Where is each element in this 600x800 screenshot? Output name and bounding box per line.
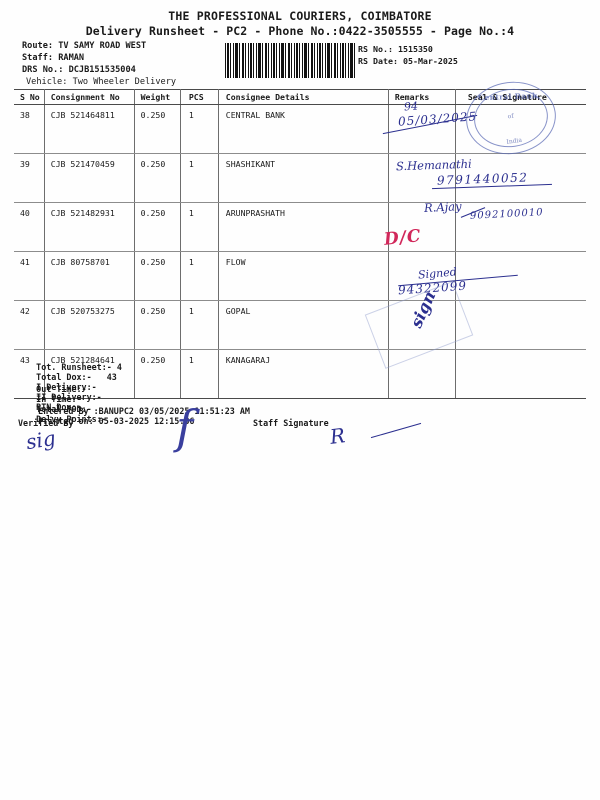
delvy-points-label: Delvy Points:- [36,414,107,424]
cell-consignee: GOPAL [217,300,389,350]
cell-consignment: CJB 520753275 [43,300,135,350]
ii-delivery-label: II Delivery:- [36,392,102,402]
cell-remarks [387,300,456,350]
cell-pcs: 1 [179,251,219,301]
cell-consignee: SHASHIKANT [217,153,389,203]
cell-pcs: 1 [179,104,219,154]
cell-sno: 40 [14,202,45,252]
table-row: 43 CJB 521284641 0.250 1 KANAGARAJ [14,349,586,399]
cell-sno: 41 [14,251,45,301]
column-header-consignee: Consignee Details [217,89,389,105]
footer-meta-row: Entered By :BANUPC2 03/05/2025 11:51:23 … [18,396,278,436]
cell-consignment: CJB 521482931 [43,202,135,252]
cell-weight: 0.250 [133,153,181,203]
footer-totals-row: Tot. Runsheet:- 4 Total Dox:- 43 I Deliv… [16,352,196,422]
document-subtitle: Delivery Runsheet - PC2 - Phone No.:0422… [85,24,515,38]
tot-runsheet-label: Tot. Runsheet:- 4 [36,362,122,372]
cell-remarks [387,104,456,154]
table-body: 38 CJB 521464811 0.250 1 CENTRAL BANK 39… [14,104,586,399]
cell-consignment: CJB 521470459 [43,153,135,203]
company-title: THE PROFESSIONAL COURIERS, COIMBATORE [168,9,432,23]
barcode-image [225,43,355,78]
column-header-weight: Weight [133,89,181,105]
column-header-sno: S No [14,89,45,105]
cell-seal [454,300,586,350]
cell-weight: 0.250 [133,349,181,399]
cell-weight: 0.250 [133,251,181,301]
in-time-label: In Time:- [36,394,82,404]
column-header-remarks: Remarks [387,89,456,105]
staff-signature-stroke [370,422,422,439]
drs-no-label: DRS No.: DCJB151535004 [22,65,136,75]
cell-weight: 0.250 [133,104,181,154]
cell-remarks [387,202,456,252]
route-label: Route: TV SAMY ROAD WEST [22,41,147,51]
rs-date-label: RS Date: 05-Mar-2025 [358,56,458,66]
cell-consignee: FLOW [217,251,389,301]
staff-signature-label: Staff Signature [253,418,329,428]
cell-consignee: ARUNPRASHATH [217,202,389,252]
staff-label: Staff: RAMAN [22,53,85,63]
cell-consignment: CJB 521464811 [43,104,135,154]
rtn-dox-label: RTN Dox:- [36,402,82,412]
total-dox-label: Total Dox:- 43 [36,372,117,382]
rs-no-label: RS No.: 1515350 [358,44,433,54]
cell-consignment: CJB 80758701 [43,251,135,301]
cell-remarks [387,153,456,203]
cell-sno: 43 [14,349,45,399]
cell-sno: 42 [14,300,45,350]
entered-by-label: Entered By :BANUPC2 03/05/2025 11:51:23 … [38,406,250,416]
cell-pcs: 1 [179,300,219,350]
i-delivery-label: I Delivery:- [36,382,97,392]
out-time-label: Out Time:- [36,384,87,394]
cell-consignee: KANAGARAJ [217,349,389,399]
cell-sno: 38 [14,104,45,154]
footer-times-row: Out Time:- In Time:- Total POD:- Delvy P… [16,374,166,434]
staff-signature-ink: R [328,423,347,449]
vehicle-label: Vehicle: Two Wheeler Delivery [26,77,177,87]
cell-remarks [387,349,456,399]
table-row: 41 CJB 80758701 0.250 1 FLOW [14,251,586,301]
stamp-text-mid: of [507,112,515,121]
cell-seal [454,349,586,399]
column-header-consignment-no: Consignment No [43,89,135,105]
cell-pcs: 1 [179,153,219,203]
verified-by-signature: sig [24,425,58,455]
column-header-pcs: PCS [179,89,219,105]
cell-seal [454,202,586,252]
total-pod-label: Total POD:- [36,404,92,414]
cell-weight: 0.250 [133,300,181,350]
table-row: 40 CJB 521482931 0.250 1 ARUNPRASHATH [14,202,586,252]
stamp-text-top: Central Bank [478,91,538,103]
cell-weight: 0.250 [133,202,181,252]
cell-sno: 39 [14,153,45,203]
cell-seal [454,153,586,203]
table-row: 42 CJB 520753275 0.250 1 GOPAL [14,300,586,350]
cell-pcs: 1 [179,202,219,252]
center-signature: f [176,400,194,454]
table-row: 39 CJB 521470459 0.250 1 SHASHIKANT [14,153,586,203]
verified-by-label: Verified By [18,418,74,428]
cell-seal [454,251,586,301]
printed-on-label: Printed on: 05-03-2025 12:15:36 [38,416,195,426]
cell-consignee: CENTRAL BANK [217,104,389,154]
